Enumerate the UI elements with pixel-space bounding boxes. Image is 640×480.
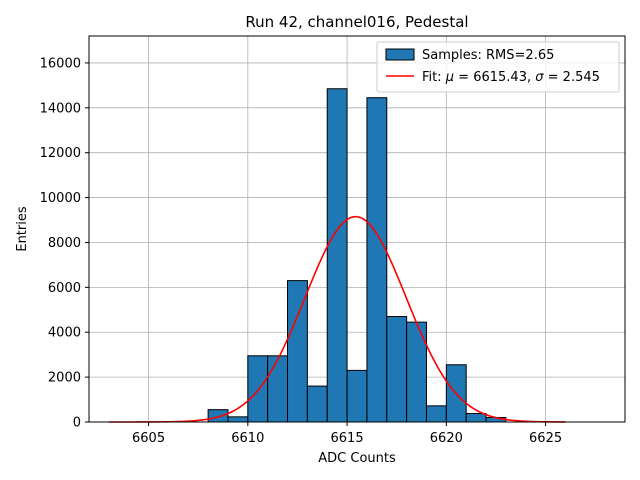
plot-frame	[88, 35, 626, 423]
legend-fit-sigma-eq: =	[544, 70, 563, 85]
legend-label-fit: Fit: μ = 6615.43, σ = 2.545	[422, 70, 600, 85]
legend: Samples: RMS=2.65 Fit: μ = 6615.43, σ = …	[376, 41, 620, 93]
x-tick-label: 6610	[231, 431, 264, 446]
histogram-bar	[346, 369, 368, 423]
histogram-bar	[287, 280, 308, 423]
histogram-bar	[366, 97, 388, 423]
histogram-bar	[326, 88, 348, 423]
y-tick-label: 6000	[48, 281, 81, 296]
x-tick-label: 6620	[430, 431, 463, 446]
legend-fit-mu-eq: =	[454, 70, 473, 85]
legend-label-samples: Samples: RMS=2.65	[422, 48, 554, 63]
y-tick-label: 2000	[48, 371, 81, 386]
legend-swatch-samples	[385, 48, 415, 61]
legend-fit-sigma-symbol: σ	[535, 70, 544, 85]
x-tick-label: 6605	[132, 431, 165, 446]
fit-curve	[108, 215, 566, 423]
y-tick-label: 8000	[48, 236, 81, 251]
legend-box	[376, 41, 620, 93]
histogram-bar	[386, 316, 408, 423]
histogram-bar	[207, 409, 229, 423]
histogram-bar	[227, 416, 249, 423]
y-tick-label: 0	[73, 416, 81, 431]
legend-fit-sigma-value: 2.545	[563, 70, 600, 85]
histogram-bar	[465, 412, 487, 423]
y-tick-label: 12000	[40, 146, 81, 161]
histogram-bar	[247, 355, 269, 423]
legend-fit-mu-symbol: μ	[445, 70, 454, 85]
legend-fit-sep: ,	[527, 70, 535, 85]
histogram-bar	[425, 405, 447, 423]
chart-title: Run 42, channel016, Pedestal	[245, 13, 468, 31]
histogram-bar	[306, 385, 328, 423]
x-tick-label: 6615	[331, 431, 364, 446]
y-axis-label: Entries	[15, 206, 30, 252]
legend-fit-mu-value: 6615.43	[473, 70, 527, 85]
y-tick-label: 4000	[48, 326, 81, 341]
histogram-bars	[207, 88, 507, 423]
y-tick-label: 14000	[40, 101, 81, 116]
y-tick-label: 10000	[40, 191, 81, 206]
y-tick-label: 16000	[40, 56, 81, 71]
legend-fit-prefix: Fit:	[422, 70, 446, 85]
x-tick-label: 6625	[529, 431, 562, 446]
x-axis-ticks: 6605 6610 6615 6620 6625	[132, 422, 562, 446]
histogram-bar	[267, 355, 289, 423]
x-axis-label: ADC Counts	[318, 451, 396, 466]
y-axis-ticks: 0 2000 4000 6000 8000 10000 12000 14000 16000	[40, 56, 89, 431]
